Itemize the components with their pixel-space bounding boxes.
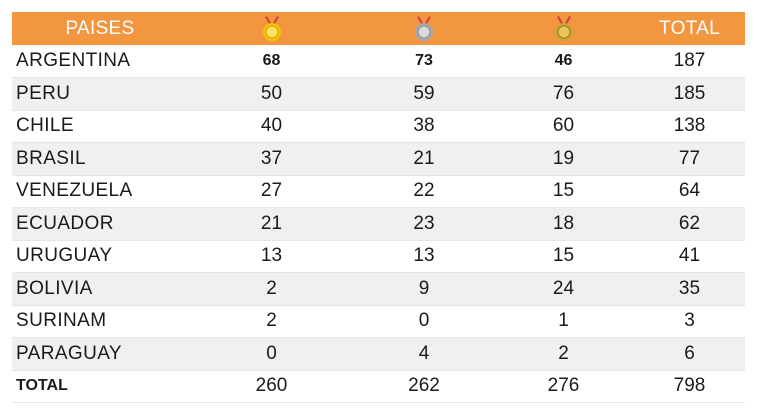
cell-gold: 27 (188, 175, 355, 208)
cell-gold: 50 (188, 77, 355, 111)
totals-bronze: 276 (493, 370, 634, 403)
cell-gold: 68 (188, 45, 355, 78)
header-bronze (493, 12, 634, 45)
cell-country: BRASIL (12, 142, 188, 176)
medal-table: PAISES (12, 12, 745, 403)
cell-total: 6 (634, 337, 745, 371)
cell-silver: 13 (355, 240, 493, 273)
totals-silver: 262 (355, 370, 493, 403)
table-row: PARAGUAY 0 4 2 6 (12, 337, 745, 371)
cell-silver: 73 (355, 45, 493, 78)
cell-silver: 38 (355, 110, 493, 143)
table-row: ARGENTINA 68 73 46 187 (12, 45, 745, 78)
cell-country: VENEZUELA (12, 175, 188, 208)
cell-total: 3 (634, 305, 745, 338)
table-row: CHILE 40 38 60 138 (12, 110, 745, 143)
table-row: ECUADOR 21 23 18 62 (12, 207, 745, 241)
table-row: URUGUAY 13 13 15 41 (12, 240, 745, 273)
cell-total: 187 (634, 45, 745, 78)
cell-total: 35 (634, 272, 745, 306)
cell-country: ARGENTINA (12, 45, 188, 78)
cell-silver: 22 (355, 175, 493, 208)
cell-gold: 40 (188, 110, 355, 143)
header-country: PAISES (65, 17, 135, 39)
totals-row: TOTAL 260 262 276 798 (12, 370, 745, 403)
cell-bronze: 2 (493, 337, 634, 371)
header-total: TOTAL (659, 17, 720, 39)
cell-bronze: 19 (493, 142, 634, 176)
cell-total: 185 (634, 77, 745, 111)
cell-bronze: 15 (493, 175, 634, 208)
cell-country: BOLIVIA (12, 272, 188, 306)
cell-country: SURINAM (12, 305, 188, 338)
cell-total: 77 (634, 142, 745, 176)
cell-silver: 59 (355, 77, 493, 111)
cell-gold: 2 (188, 272, 355, 306)
cell-bronze: 76 (493, 77, 634, 111)
table-row: VENEZUELA 27 22 15 64 (12, 175, 745, 208)
table-row: BOLIVIA 2 9 24 35 (12, 272, 745, 306)
gold-medal-icon (262, 15, 281, 41)
bronze-medal-icon (554, 15, 573, 41)
cell-country: URUGUAY (12, 240, 188, 273)
cell-total: 62 (634, 207, 745, 241)
silver-medal-icon (415, 15, 433, 41)
cell-gold: 21 (188, 207, 355, 241)
cell-bronze: 15 (493, 240, 634, 273)
table-row: PERU 50 59 76 185 (12, 77, 745, 111)
totals-label: TOTAL (12, 370, 188, 403)
cell-silver: 23 (355, 207, 493, 241)
cell-silver: 21 (355, 142, 493, 176)
cell-country: PERU (12, 77, 188, 111)
header-row: PAISES (12, 12, 745, 45)
cell-bronze: 1 (493, 305, 634, 338)
cell-gold: 2 (188, 305, 355, 338)
totals-total: 798 (634, 370, 745, 403)
cell-bronze: 18 (493, 207, 634, 241)
cell-total: 138 (634, 110, 745, 143)
cell-total: 64 (634, 175, 745, 208)
cell-country: PARAGUAY (12, 337, 188, 371)
cell-country: CHILE (12, 110, 188, 143)
cell-gold: 0 (188, 337, 355, 371)
table-row: SURINAM 2 0 1 3 (12, 305, 745, 338)
table-body: ARGENTINA 68 73 46 187 PERU 50 59 76 185 CHILE 40 38… (12, 45, 745, 371)
cell-bronze: 24 (493, 272, 634, 306)
cell-gold: 13 (188, 240, 355, 273)
header-silver (355, 12, 493, 45)
cell-total: 41 (634, 240, 745, 273)
cell-bronze: 60 (493, 110, 634, 143)
totals-gold: 260 (188, 370, 355, 403)
cell-gold: 37 (188, 142, 355, 176)
cell-silver: 4 (355, 337, 493, 371)
cell-silver: 9 (355, 272, 493, 306)
cell-country: ECUADOR (12, 207, 188, 241)
cell-bronze: 46 (493, 45, 634, 78)
cell-silver: 0 (355, 305, 493, 338)
table-row: BRASIL 37 21 19 77 (12, 142, 745, 176)
header-gold (188, 12, 355, 45)
